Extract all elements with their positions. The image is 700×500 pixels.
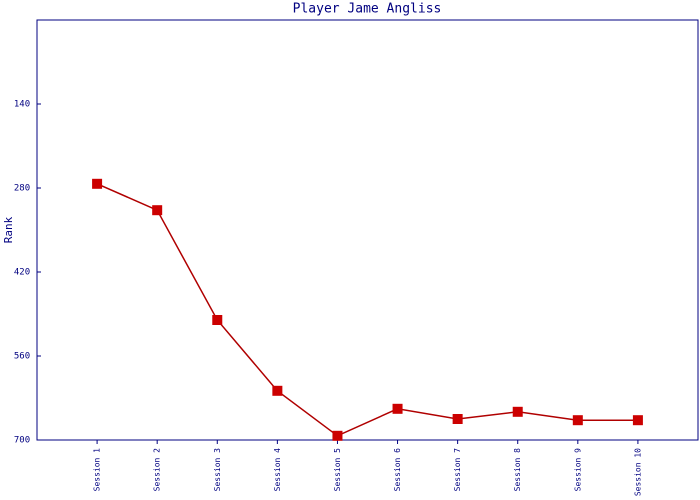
y-tick-label: 420 — [14, 268, 30, 278]
x-tick-label: Session 2 — [153, 448, 162, 492]
x-tick-label: Session 8 — [513, 448, 522, 492]
x-tick-label: Session 4 — [273, 448, 282, 492]
x-tick-label: Session 5 — [333, 448, 342, 492]
point-marker — [332, 430, 343, 441]
point-marker — [572, 415, 583, 426]
point-marker — [632, 415, 643, 426]
y-tick-label: 700 — [14, 436, 30, 446]
y-tick-label: 140 — [14, 100, 30, 110]
plot-frame — [36, 19, 699, 441]
x-tick-label: Session 1 — [93, 448, 102, 492]
y-axis-label: Rank — [2, 216, 15, 243]
x-tick-label: Session 6 — [393, 448, 402, 492]
point-marker — [512, 406, 523, 417]
point-marker — [392, 403, 403, 414]
point-marker — [272, 385, 283, 396]
point-marker — [452, 414, 463, 424]
y-tick-label: 560 — [14, 352, 30, 362]
x-tick-label: Session 7 — [453, 448, 462, 492]
chart-title: Player Jame Angliss — [293, 2, 442, 17]
point-marker — [152, 205, 163, 216]
point-marker — [92, 178, 103, 189]
point-marker — [212, 315, 223, 325]
x-tick-label: Session 3 — [213, 448, 222, 492]
y-tick-label: 280 — [14, 184, 30, 194]
line-series — [96, 183, 638, 437]
x-tick-label: Session 9 — [573, 448, 582, 492]
x-tick-label: Session 10 — [633, 448, 642, 496]
